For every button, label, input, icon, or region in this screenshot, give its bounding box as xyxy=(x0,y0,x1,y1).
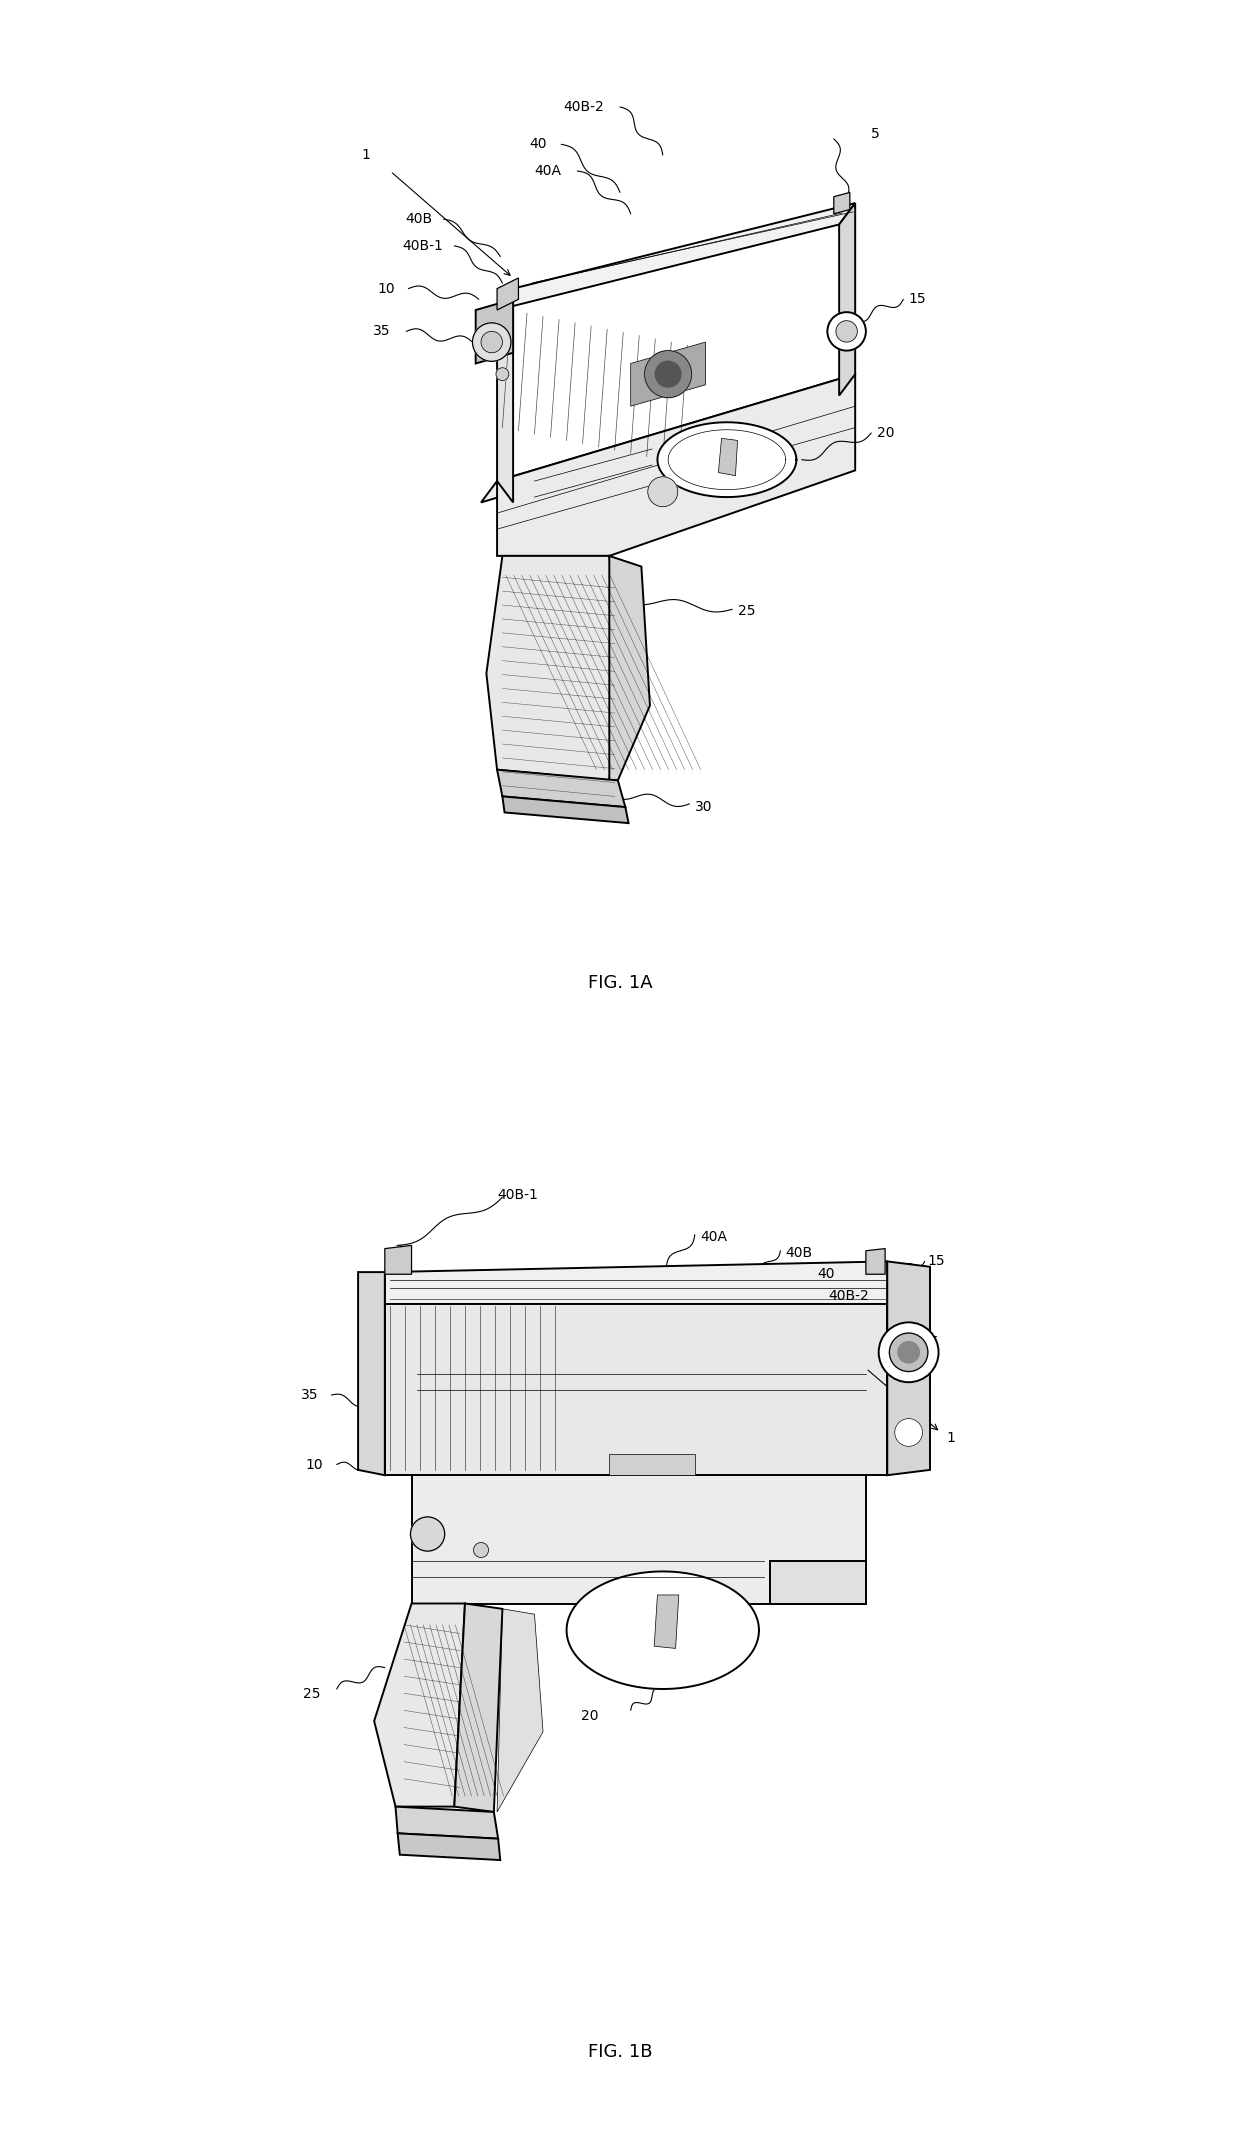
Circle shape xyxy=(836,321,857,342)
Polygon shape xyxy=(384,1244,412,1274)
Text: 30: 30 xyxy=(694,800,712,815)
Text: 15: 15 xyxy=(928,1255,945,1268)
Text: 35: 35 xyxy=(373,325,391,338)
Polygon shape xyxy=(631,342,706,406)
Polygon shape xyxy=(567,1571,759,1689)
Text: 40B: 40B xyxy=(405,212,433,227)
Text: 10: 10 xyxy=(305,1458,322,1471)
Circle shape xyxy=(879,1321,939,1383)
Polygon shape xyxy=(412,1475,866,1604)
Text: 5: 5 xyxy=(930,1334,939,1349)
Circle shape xyxy=(889,1334,928,1373)
Polygon shape xyxy=(502,795,629,823)
Polygon shape xyxy=(770,1561,866,1604)
Text: 40B-1: 40B-1 xyxy=(403,239,444,252)
Polygon shape xyxy=(497,1608,543,1813)
Circle shape xyxy=(474,1544,489,1556)
Text: 5: 5 xyxy=(872,126,880,141)
Polygon shape xyxy=(497,203,856,310)
Polygon shape xyxy=(497,310,513,502)
Polygon shape xyxy=(454,1604,502,1813)
Polygon shape xyxy=(657,423,796,496)
Text: 40B: 40B xyxy=(786,1246,813,1259)
Polygon shape xyxy=(888,1261,930,1475)
Polygon shape xyxy=(476,299,513,363)
Polygon shape xyxy=(833,192,849,214)
Polygon shape xyxy=(609,1454,694,1475)
Circle shape xyxy=(410,1518,445,1552)
Polygon shape xyxy=(655,1595,678,1648)
Text: 40B-2: 40B-2 xyxy=(828,1289,869,1302)
Circle shape xyxy=(655,361,681,387)
Polygon shape xyxy=(497,278,518,310)
Text: 10: 10 xyxy=(378,282,396,295)
Polygon shape xyxy=(374,1604,465,1807)
Text: 15: 15 xyxy=(909,293,926,306)
Polygon shape xyxy=(358,1272,384,1475)
Text: 40A: 40A xyxy=(701,1229,727,1244)
Circle shape xyxy=(481,331,502,353)
Text: 20: 20 xyxy=(582,1708,599,1723)
Polygon shape xyxy=(866,1249,885,1274)
Polygon shape xyxy=(839,203,856,396)
Text: 25: 25 xyxy=(303,1687,321,1702)
Circle shape xyxy=(647,477,678,507)
Text: 40: 40 xyxy=(529,137,547,152)
Polygon shape xyxy=(718,438,738,475)
Text: 40A: 40A xyxy=(534,165,562,177)
Text: 25: 25 xyxy=(738,605,755,618)
Circle shape xyxy=(472,323,511,361)
Circle shape xyxy=(898,1343,919,1364)
Polygon shape xyxy=(398,1834,500,1860)
Circle shape xyxy=(496,368,508,381)
Text: 40: 40 xyxy=(817,1268,836,1281)
Polygon shape xyxy=(609,556,650,780)
Polygon shape xyxy=(384,1304,888,1475)
Polygon shape xyxy=(481,374,856,502)
Polygon shape xyxy=(497,770,625,808)
Text: 35: 35 xyxy=(301,1388,319,1403)
Text: FIG. 1B: FIG. 1B xyxy=(588,2044,652,2061)
Circle shape xyxy=(645,351,692,398)
Polygon shape xyxy=(497,374,856,556)
Text: 1: 1 xyxy=(361,148,370,162)
Polygon shape xyxy=(486,556,620,780)
Circle shape xyxy=(827,312,866,351)
Polygon shape xyxy=(384,1261,888,1304)
Text: FIG. 1A: FIG. 1A xyxy=(588,975,652,992)
Polygon shape xyxy=(396,1807,498,1839)
Text: 20: 20 xyxy=(877,425,894,440)
Text: 40B-1: 40B-1 xyxy=(497,1189,538,1202)
Circle shape xyxy=(895,1420,923,1447)
Text: 40B-2: 40B-2 xyxy=(563,100,604,113)
Text: 1: 1 xyxy=(946,1430,955,1445)
